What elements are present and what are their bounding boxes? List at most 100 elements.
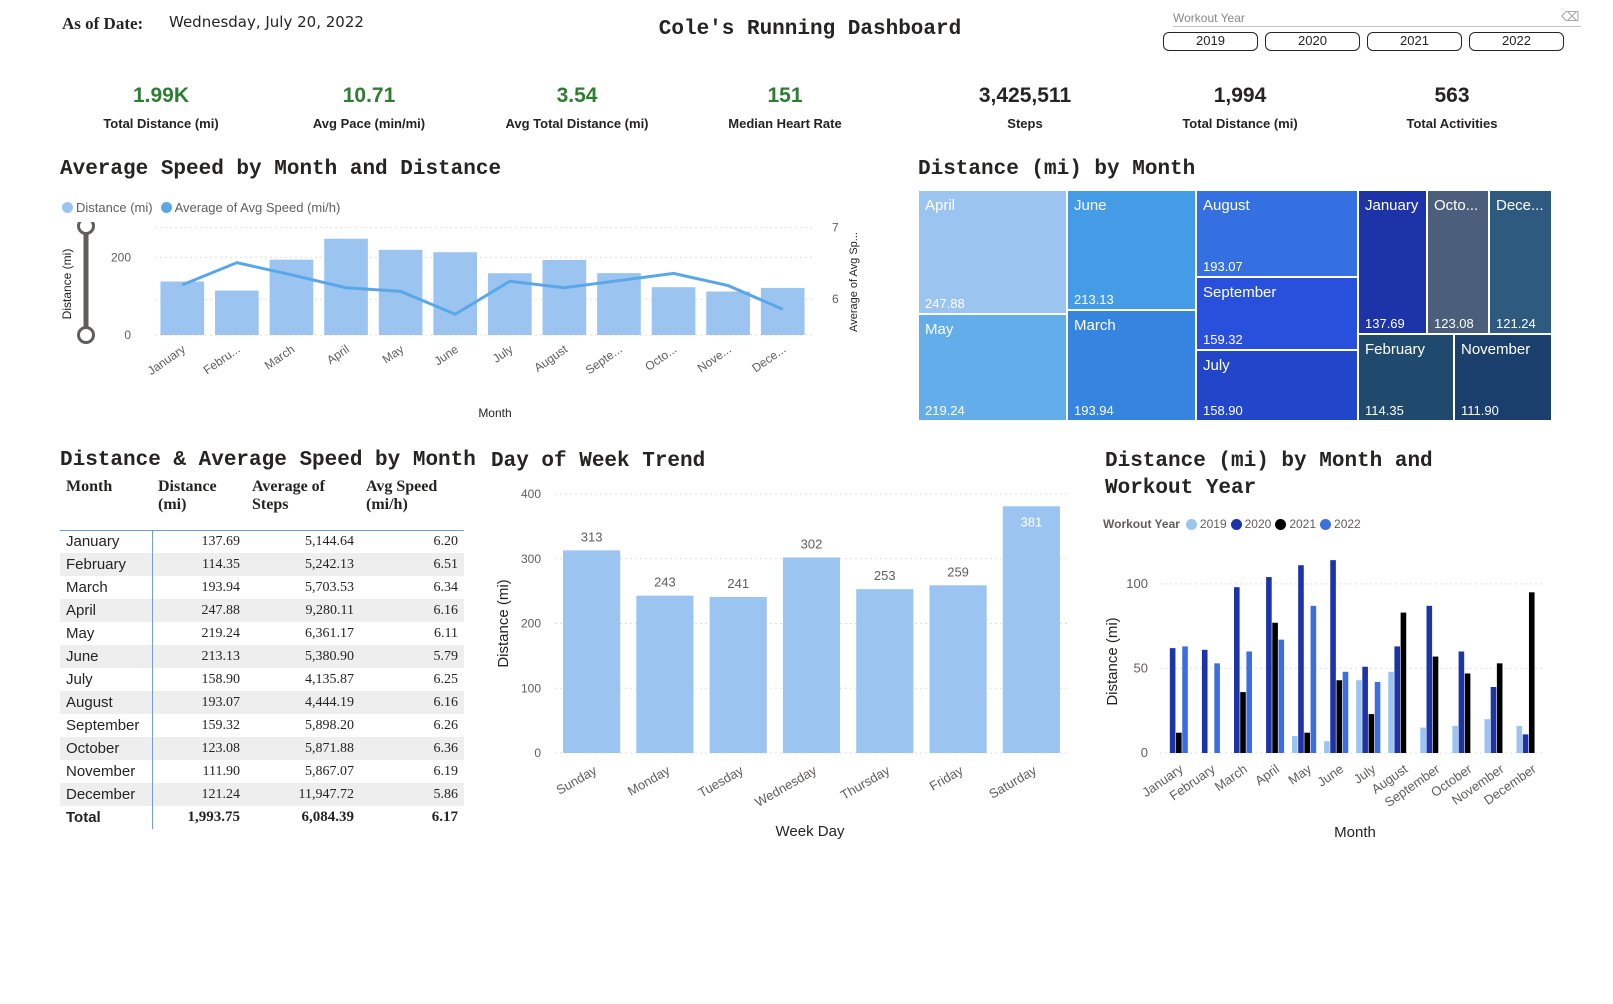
year-bar-2020: [1458, 651, 1465, 753]
kpi-value: 10.71: [342, 84, 396, 107]
dow-bar: [929, 585, 987, 753]
treemap-cell[interactable]: Dece... 121.24: [1489, 190, 1552, 334]
table-row[interactable]: January 137.69 5,144.64 6.20: [60, 529, 464, 553]
table-row[interactable]: February 114.35 5,242.13 6.51: [60, 553, 464, 576]
x-tick-label: Thursday: [838, 762, 893, 802]
x-tick-label: Febru...: [201, 342, 243, 377]
legend-item-2019[interactable]: 2019: [1185, 517, 1227, 531]
legend-item-avg-speed[interactable]: Average of Avg Speed (mi/h): [160, 200, 340, 215]
treemap-cell-value: 193.94: [1074, 403, 1114, 418]
year-bar-2020: [1330, 560, 1336, 753]
x-tick-label: August: [531, 342, 570, 375]
treemap-cell-value: 121.24: [1496, 316, 1536, 331]
cell-distance: 193.07: [152, 691, 246, 714]
cell-avg-speed: 6.51: [360, 553, 464, 576]
treemap-cell-label: May: [925, 321, 954, 338]
treemap-cell-value: 193.07: [1203, 259, 1243, 274]
cell-month: September: [60, 714, 153, 737]
year-button-2021[interactable]: 2021: [1367, 32, 1462, 51]
cell-avg-speed: 6.34: [433, 579, 459, 595]
legend-label: Distance (mi): [76, 200, 153, 215]
year-bar-2020: [1490, 687, 1497, 753]
treemap-cell[interactable]: July 158.90: [1196, 350, 1358, 421]
table-row[interactable]: August 193.07 4,444.19 6.16: [60, 691, 464, 714]
x-tick-label: Sunday: [553, 762, 599, 797]
x-tick-label: Monday: [625, 762, 673, 798]
column-header-distance[interactable]: Distance (mi): [158, 478, 217, 513]
legend-item-2020[interactable]: 2020: [1230, 517, 1272, 531]
table-row[interactable]: March 193.94 5,703.53 6.34: [60, 576, 464, 599]
kpi-value: 3,425,511: [978, 84, 1072, 107]
table-row[interactable]: November 111.90 5,867.07 6.19: [60, 760, 464, 783]
speed-combo-chart: 0 200 6 7 Distance (mi) Average of Avg Sp... M…: [60, 222, 860, 420]
year-bar-2022: [1342, 671, 1349, 753]
y-tick-label: 200: [111, 250, 131, 264]
treemap-title: Distance (mi) by Month: [918, 158, 1196, 181]
cell-avg-steps: 5,242.13: [246, 553, 360, 576]
treemap-cell-value: 111.90: [1461, 403, 1499, 418]
cell-month: June: [60, 645, 153, 668]
y2-axis-title: Average of Avg Sp...: [848, 232, 860, 332]
avg-speed-line: [181, 261, 784, 316]
legend-dot: [160, 202, 172, 213]
treemap-cell-label: June: [1074, 197, 1107, 214]
year-bar-2020: [1362, 666, 1368, 753]
dow-bar: [782, 557, 841, 753]
year-button-2019[interactable]: 2019: [1163, 32, 1258, 51]
treemap-cell[interactable]: April 247.88: [918, 190, 1067, 314]
table-row[interactable]: December 121.24 11,947.72 5.86: [60, 783, 464, 806]
treemap-cell-label: April: [925, 197, 956, 214]
y-tick-label: 0: [534, 746, 541, 760]
x-axis-title: Month: [1334, 824, 1376, 841]
year-bar-2021: [1368, 714, 1375, 753]
table-row[interactable]: May 219.24 6,361.17 6.11: [60, 622, 464, 645]
year-button-2020[interactable]: 2020: [1265, 32, 1360, 51]
table-row[interactable]: June 213.13 5,380.90 5.79: [60, 645, 464, 668]
as-of-date-label: As of Date:: [62, 14, 144, 33]
y2-tick-label: 7: [832, 222, 839, 235]
year-bar-2021: [1464, 673, 1471, 753]
year-bar-2021: [1240, 692, 1246, 753]
column-header-avg-speed[interactable]: Avg Speed (mi/h): [366, 478, 438, 513]
table-row[interactable]: July 158.90 4,135.87 6.25: [60, 668, 464, 691]
treemap-cell[interactable]: November 111.90: [1454, 334, 1552, 421]
cell-avg-speed: 6.11: [434, 625, 458, 641]
dow-chart-title: Day of Week Trend: [491, 450, 706, 473]
table-row[interactable]: October 123.08 5,871.88 6.36: [60, 737, 464, 760]
year-bar-2022: [1214, 663, 1220, 753]
table-row[interactable]: April 247.88 9,280.11 6.16: [60, 599, 464, 622]
table-row[interactable]: September 159.32 5,898.20 6.26: [60, 714, 464, 737]
year-bar-2021: [1304, 732, 1310, 753]
column-header-month[interactable]: Month: [66, 478, 113, 495]
treemap-cell[interactable]: February 114.35: [1358, 334, 1454, 421]
treemap-cell[interactable]: September 159.32: [1196, 277, 1358, 350]
data-label: 241: [727, 576, 749, 591]
cell-month: November: [60, 760, 153, 783]
speed-chart-legend: Distance (mi) Average of Avg Speed (mi/h…: [62, 200, 348, 215]
treemap-cell[interactable]: Octo... 123.08: [1427, 190, 1489, 334]
treemap-cell-label: November: [1461, 341, 1531, 358]
legend-label: 2021: [1289, 517, 1317, 531]
year-chart-title-line2: Workout Year: [1105, 477, 1257, 500]
kpi-value: 151: [767, 84, 803, 107]
treemap-cell[interactable]: January 137.69: [1358, 190, 1427, 334]
year-chart-legend: Workout Year 2019 2020 2021 2022: [1103, 517, 1369, 531]
column-header-avg-steps[interactable]: Average of Steps: [252, 478, 325, 513]
kpi-label: Avg Total Distance (mi): [505, 116, 649, 131]
slicer-divider: [1173, 26, 1581, 27]
legend-label: 2020: [1244, 517, 1272, 531]
dow-bar: [563, 550, 621, 753]
distance-bar: [760, 287, 805, 335]
legend-item-distance[interactable]: Distance (mi): [62, 200, 153, 215]
treemap-cell[interactable]: August 193.07: [1196, 190, 1358, 277]
treemap-cell[interactable]: May 219.24: [918, 314, 1067, 421]
treemap-cell[interactable]: June 213.13: [1067, 190, 1196, 310]
eraser-icon[interactable]: ⌫: [1561, 10, 1580, 25]
legend-item-2021[interactable]: 2021: [1275, 517, 1316, 531]
legend-dot: [1230, 518, 1242, 530]
treemap-cell[interactable]: March 193.94: [1067, 310, 1196, 421]
kpi-label: Total Activities: [1406, 116, 1498, 131]
year-button-2022[interactable]: 2022: [1469, 32, 1564, 51]
zoom-slider-handle-bottom: [77, 326, 95, 344]
legend-item-2022[interactable]: 2022: [1320, 517, 1361, 531]
